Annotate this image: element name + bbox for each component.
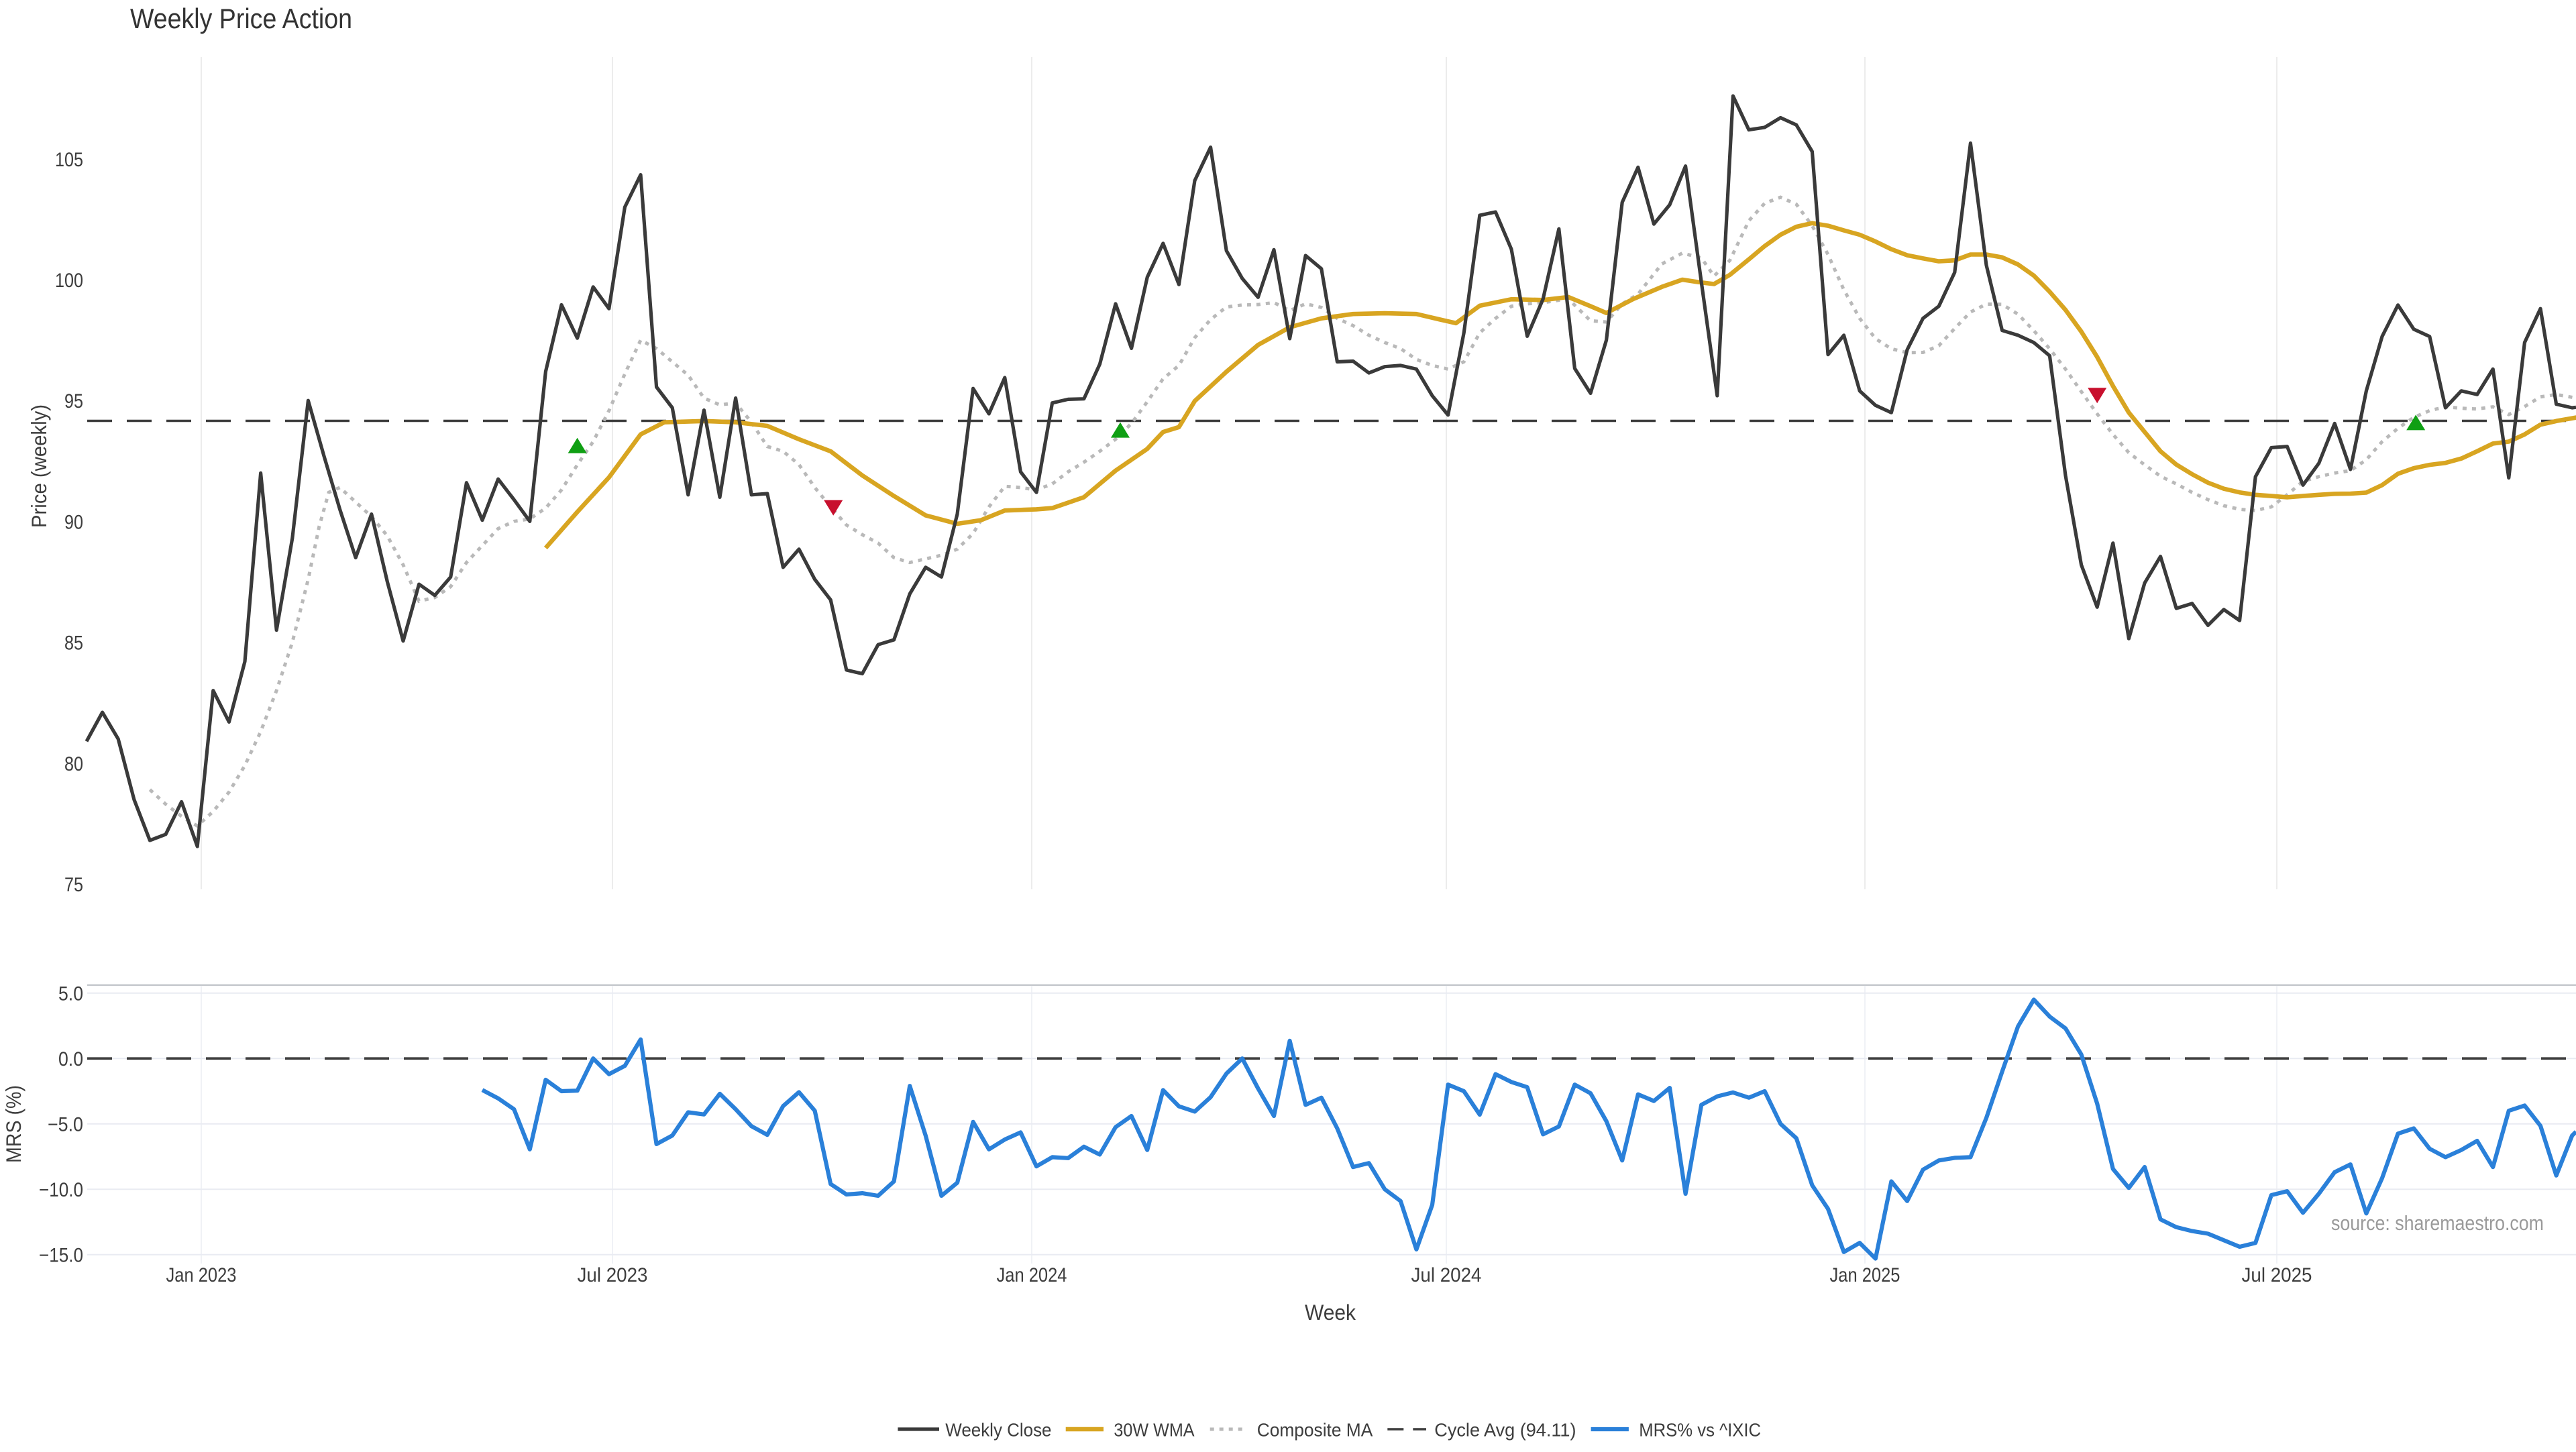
svg-text:Cycle Avg (94.11): Cycle Avg (94.11)	[1434, 1420, 1576, 1441]
svg-text:95: 95	[64, 390, 83, 412]
svg-text:Weekly Price Action: Weekly Price Action	[130, 3, 352, 34]
svg-text:−5.0: −5.0	[48, 1114, 83, 1136]
svg-text:−15.0: −15.0	[39, 1245, 83, 1267]
svg-text:−10.0: −10.0	[39, 1179, 83, 1201]
svg-text:MRS (%): MRS (%)	[1, 1085, 25, 1163]
svg-text:Composite MA: Composite MA	[1257, 1420, 1373, 1441]
svg-text:MRS% vs ^IXIC: MRS% vs ^IXIC	[1639, 1420, 1761, 1441]
svg-text:Jan 2024: Jan 2024	[997, 1264, 1067, 1286]
svg-text:Weekly Close: Weekly Close	[945, 1420, 1051, 1441]
svg-text:Price (weekly): Price (weekly)	[27, 404, 51, 528]
svg-text:Jan 2023: Jan 2023	[166, 1264, 237, 1286]
svg-text:80: 80	[64, 753, 83, 775]
svg-text:source: sharemaestro.com: source: sharemaestro.com	[2331, 1211, 2544, 1235]
svg-text:Jul 2023: Jul 2023	[578, 1264, 648, 1286]
svg-text:100: 100	[55, 270, 83, 292]
svg-text:30W WMA: 30W WMA	[1114, 1420, 1194, 1441]
svg-text:Jul 2024: Jul 2024	[1411, 1264, 1482, 1286]
svg-text:Jan 2025: Jan 2025	[1830, 1264, 1900, 1286]
svg-text:5.0: 5.0	[58, 983, 83, 1005]
svg-text:Week: Week	[1305, 1300, 1356, 1325]
svg-text:105: 105	[55, 149, 83, 171]
svg-text:0.0: 0.0	[58, 1048, 83, 1070]
svg-text:90: 90	[64, 511, 83, 533]
svg-text:85: 85	[64, 632, 83, 655]
svg-text:75: 75	[64, 874, 83, 896]
svg-text:Jul 2025: Jul 2025	[2242, 1264, 2312, 1286]
